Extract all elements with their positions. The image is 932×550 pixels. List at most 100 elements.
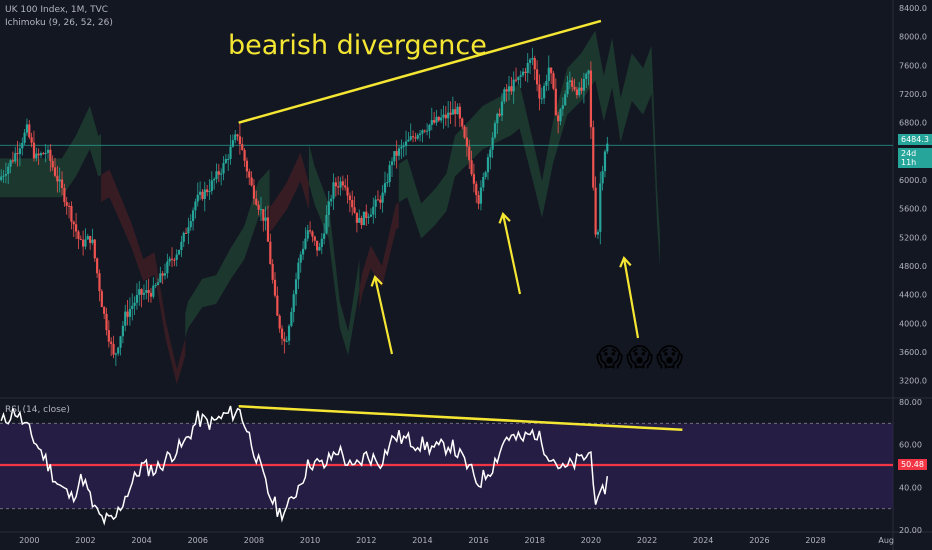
candle-body bbox=[248, 171, 251, 178]
candle-body bbox=[367, 216, 370, 218]
candle-body bbox=[276, 295, 279, 316]
candle-body bbox=[18, 148, 22, 154]
candle-body bbox=[28, 124, 31, 138]
candle-body bbox=[180, 241, 183, 250]
time-axis-tick: 2026 bbox=[749, 536, 769, 545]
candle-body bbox=[147, 290, 150, 293]
candle-body bbox=[297, 262, 300, 280]
candle-body bbox=[510, 86, 513, 92]
candle-body bbox=[91, 239, 94, 243]
candle-body bbox=[447, 112, 450, 119]
candle-body bbox=[416, 135, 419, 139]
candle-body bbox=[475, 183, 478, 196]
price-axis-tick: 3200.0 bbox=[899, 377, 927, 386]
candle-body bbox=[245, 160, 249, 172]
rsi-axis-tick: 40.00 bbox=[899, 483, 922, 492]
candle-body bbox=[486, 157, 490, 173]
candle-body bbox=[465, 137, 468, 147]
candle-body bbox=[313, 236, 316, 241]
candle-body bbox=[484, 172, 487, 178]
candle-body bbox=[2, 175, 5, 177]
candle-body bbox=[379, 199, 382, 203]
candle-body bbox=[0, 176, 3, 180]
candle-body bbox=[545, 80, 548, 86]
candle-body bbox=[461, 118, 464, 127]
candle-body bbox=[119, 336, 122, 348]
shock-emoji-2: 😱 bbox=[626, 343, 654, 373]
candle-body bbox=[257, 204, 260, 210]
candle-body bbox=[140, 289, 143, 295]
candle-body bbox=[56, 175, 59, 182]
candle-body bbox=[376, 199, 380, 201]
candle-body bbox=[278, 315, 281, 329]
price-axis-tick: 8000.0 bbox=[899, 33, 927, 42]
candle-body bbox=[187, 227, 190, 234]
candle-body bbox=[531, 58, 534, 60]
candle-body bbox=[603, 151, 607, 172]
ichimoku-cloud bbox=[359, 202, 399, 310]
candle-body bbox=[156, 282, 160, 285]
candle-body bbox=[39, 153, 43, 156]
arrow-head bbox=[370, 274, 383, 287]
candle-body bbox=[84, 239, 87, 247]
ichimoku-legend: Ichimoku (9, 26, 52, 26) bbox=[5, 18, 113, 28]
candle-body bbox=[79, 238, 82, 240]
candle-body bbox=[428, 124, 431, 131]
candle-body bbox=[390, 161, 394, 166]
ichimoku-cloud bbox=[185, 169, 270, 339]
candle-body bbox=[360, 217, 363, 226]
candle-body bbox=[262, 209, 265, 221]
candle-body bbox=[86, 236, 89, 240]
ichimoku-cloud bbox=[269, 152, 309, 232]
candle-body bbox=[444, 114, 447, 119]
candle-body bbox=[418, 133, 422, 136]
candle-body bbox=[65, 202, 68, 206]
candle-body bbox=[330, 198, 333, 202]
candle-body bbox=[566, 82, 569, 95]
candle-body bbox=[573, 86, 576, 90]
candle-body bbox=[592, 127, 595, 188]
candle-body bbox=[472, 174, 476, 184]
candle-body bbox=[374, 199, 377, 207]
candle-body bbox=[468, 146, 471, 161]
candle-body bbox=[383, 183, 387, 193]
candle-body bbox=[554, 88, 557, 116]
candle-body bbox=[540, 98, 543, 100]
candle-body bbox=[93, 239, 96, 259]
candle-body bbox=[547, 67, 550, 81]
candle-body bbox=[402, 145, 405, 147]
candle-body bbox=[224, 159, 227, 163]
candle-body bbox=[238, 136, 241, 145]
candle-body bbox=[433, 120, 436, 123]
candle-body bbox=[229, 146, 232, 159]
candle-body bbox=[138, 289, 141, 296]
candle-body bbox=[32, 142, 36, 159]
candle-body bbox=[496, 113, 499, 124]
price-axis-tick: 5600.0 bbox=[899, 205, 927, 214]
candle-body bbox=[196, 194, 199, 202]
bearish-divergence-trendline bbox=[238, 19, 602, 124]
candle-body bbox=[46, 149, 50, 153]
candle-body bbox=[528, 59, 532, 64]
candle-body bbox=[404, 141, 408, 146]
candle-body bbox=[557, 115, 560, 122]
candle-body bbox=[409, 136, 412, 140]
candle-body bbox=[353, 207, 356, 213]
divergence-annotation: bearish divergence bbox=[228, 30, 487, 61]
candle-body bbox=[203, 189, 206, 199]
candle-body bbox=[82, 239, 85, 247]
candle-body bbox=[365, 211, 368, 218]
candle-body bbox=[271, 263, 274, 280]
candle-body bbox=[578, 87, 581, 96]
candle-body bbox=[168, 258, 171, 262]
candle-body bbox=[477, 195, 480, 204]
candle-body bbox=[470, 160, 473, 175]
candle-body bbox=[594, 187, 597, 235]
candle-body bbox=[449, 112, 452, 115]
candle-body bbox=[42, 153, 45, 155]
candle-body bbox=[456, 106, 459, 115]
time-axis-tick: 2022 bbox=[637, 536, 657, 545]
candle-body bbox=[107, 330, 110, 342]
price-axis-tick: 4400.0 bbox=[899, 291, 927, 300]
